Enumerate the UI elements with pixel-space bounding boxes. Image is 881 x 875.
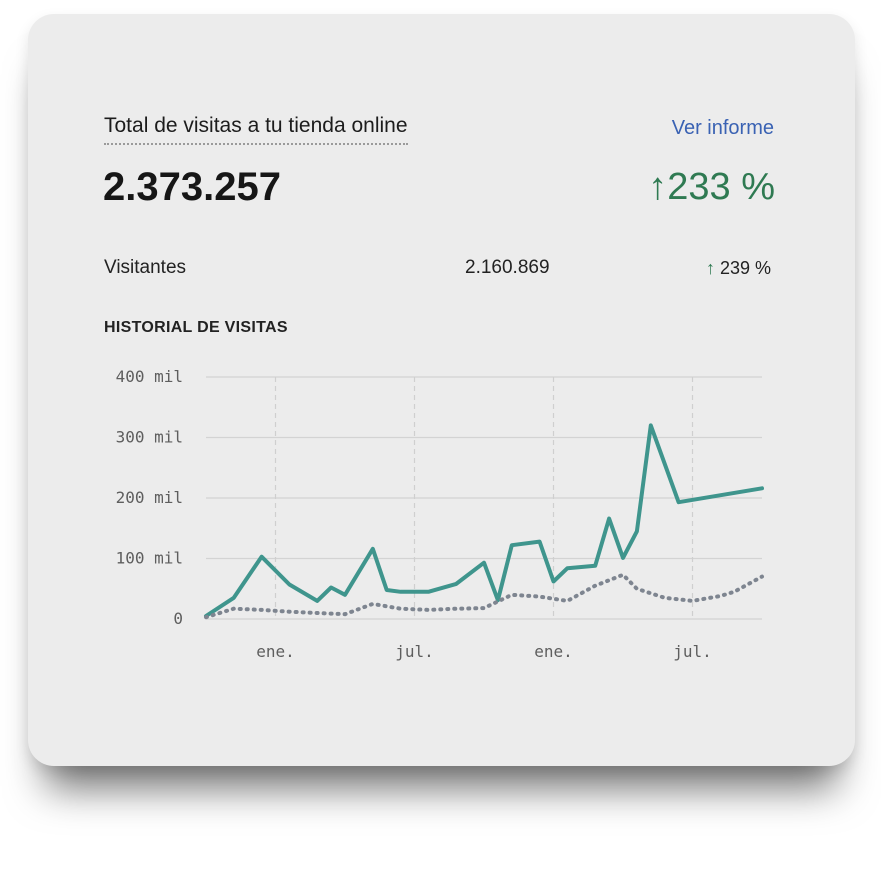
visitors-change: ↑ 239 % <box>706 256 771 280</box>
visitors-label: Visitantes <box>104 257 187 278</box>
y-tick-label: 100 mil <box>116 549 183 568</box>
visits-history-title: HISTORIAL DE VISITAS <box>104 319 288 336</box>
visitors-value: 2.160.869 <box>465 257 550 278</box>
visits-card <box>28 14 855 766</box>
total-visits-change: ↑233 % <box>648 166 775 208</box>
x-tick-label: ene. <box>534 642 573 661</box>
x-tick-label: jul. <box>395 642 434 661</box>
total-visits-value: 2.373.257 <box>103 165 281 209</box>
y-tick-label: 0 <box>173 609 183 628</box>
y-tick-label: 400 mil <box>116 367 183 386</box>
x-tick-label: jul. <box>673 642 712 661</box>
series-previous-line <box>204 572 764 620</box>
series-current-line <box>204 423 764 618</box>
up-arrow-icon: ↑ <box>705 258 715 278</box>
y-tick-label: 200 mil <box>116 488 183 507</box>
visitors-change-value: 239 % <box>714 258 771 278</box>
x-tick-label: ene. <box>256 642 295 661</box>
view-report-link[interactable]: Ver informe <box>671 117 774 139</box>
card-title: Total de visitas a tu tienda online <box>104 113 408 145</box>
y-tick-label: 300 mil <box>116 428 183 447</box>
